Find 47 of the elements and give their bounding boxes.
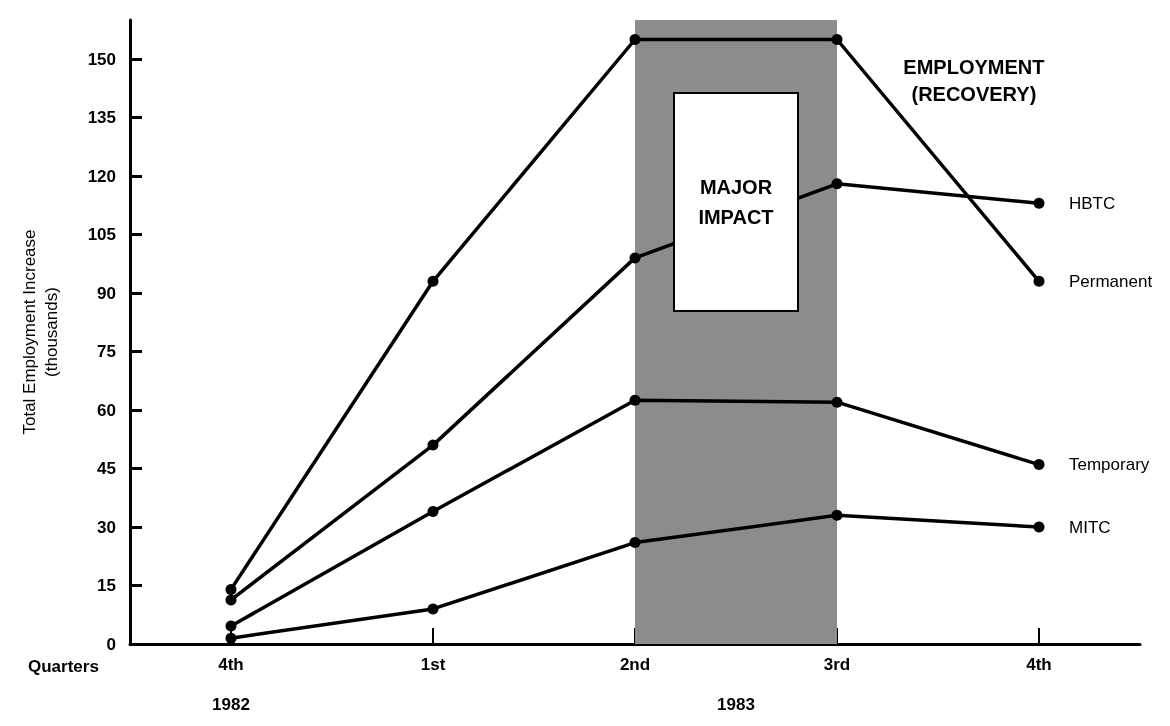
series-label: HBTC bbox=[1069, 193, 1116, 213]
point bbox=[1033, 521, 1045, 533]
y-tick-label: 90 bbox=[97, 283, 116, 303]
x-tick-label: 4th bbox=[1026, 655, 1052, 674]
point bbox=[225, 594, 237, 606]
y-tick-label: 120 bbox=[87, 166, 116, 186]
y-tick-label: 30 bbox=[97, 517, 116, 537]
point bbox=[427, 275, 439, 287]
text: EMPLOYMENT (RECOVERY) bbox=[903, 55, 1045, 105]
x-tick-label: 1st bbox=[420, 655, 446, 674]
point bbox=[225, 583, 237, 595]
point bbox=[831, 34, 843, 45]
y-axis-title: Total Employment Increase (thousands) bbox=[19, 229, 61, 435]
point bbox=[225, 632, 237, 644]
point bbox=[427, 603, 439, 615]
band-label: MAJOR IMPACT bbox=[697, 175, 775, 230]
point bbox=[1033, 197, 1045, 209]
point bbox=[427, 505, 439, 517]
point bbox=[427, 439, 439, 451]
series-label: Permanent bbox=[1069, 271, 1153, 291]
x-tick-label: 2nd bbox=[619, 655, 651, 674]
y-tick-label: 45 bbox=[97, 459, 116, 478]
y-tick-label: 150 bbox=[87, 49, 116, 69]
y-tick-label: 0 bbox=[106, 634, 116, 654]
point bbox=[831, 178, 843, 190]
y-tick-label: 135 bbox=[87, 108, 116, 127]
point bbox=[1033, 275, 1045, 287]
y-tick-label: 105 bbox=[87, 225, 116, 244]
point bbox=[225, 620, 237, 632]
text: 1982 bbox=[212, 695, 250, 714]
point bbox=[629, 537, 641, 549]
series-label: Temporary bbox=[1069, 455, 1150, 475]
point bbox=[629, 394, 641, 406]
point bbox=[831, 509, 843, 521]
y-tick-label: 75 bbox=[97, 342, 116, 361]
point bbox=[1033, 459, 1045, 471]
label-box: MAJOR IMPACT bbox=[673, 92, 799, 312]
x-tick-label: 3rd bbox=[823, 655, 851, 674]
text: 1983 bbox=[717, 695, 755, 714]
point bbox=[629, 34, 641, 45]
x-tick-label: 4th bbox=[218, 655, 244, 674]
series-label: MITC bbox=[1069, 517, 1111, 537]
point bbox=[629, 252, 641, 264]
x-axis-title: Quarters bbox=[28, 657, 99, 676]
point bbox=[831, 396, 843, 408]
y-tick-label: 60 bbox=[97, 400, 116, 420]
y-tick-label: 15 bbox=[97, 576, 116, 595]
